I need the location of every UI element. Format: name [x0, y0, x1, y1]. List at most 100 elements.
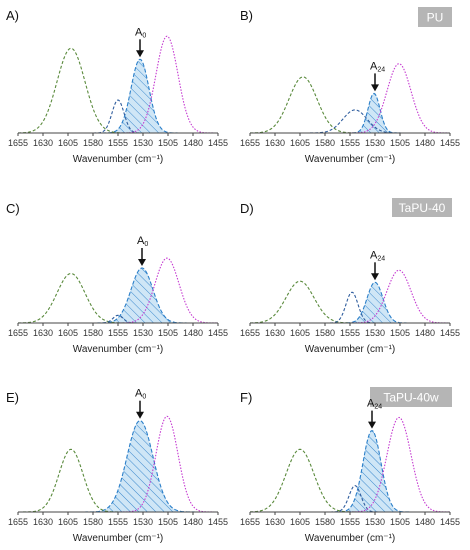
- x-tick-label: 1480: [415, 138, 435, 148]
- x-tick-label: 1480: [415, 517, 435, 527]
- panel-label: B): [240, 8, 253, 23]
- band-fill: [18, 420, 218, 512]
- band-fill: [250, 282, 450, 323]
- x-tick-label: 1480: [183, 138, 203, 148]
- band-curve-1550: [250, 109, 450, 134]
- x-tick-label: 1505: [158, 517, 178, 527]
- x-tick-label: 1455: [440, 328, 460, 338]
- badge-tapu40-label: TaPU-40: [399, 201, 446, 215]
- annotation-label: A24: [370, 249, 385, 262]
- annotation-label: A0: [135, 388, 146, 401]
- band-curve-1506: [18, 35, 218, 134]
- x-tick-label: 1505: [390, 138, 410, 148]
- band-curve-1531: [250, 92, 450, 134]
- band-fill: [18, 59, 218, 133]
- x-tick-label: 1505: [158, 328, 178, 338]
- panel-4: D) 1655 1630 1605 1580 1555 1530 1505 1480 1455 Wa…: [240, 201, 460, 355]
- annotation-arrowhead: [371, 273, 379, 281]
- band-curve-1506: [18, 257, 218, 324]
- panel-6: F) 1655 1630 1605 1580 1555 1530 1505 1480 1455 Wa…: [240, 390, 460, 544]
- x-tick-label: 1580: [315, 138, 335, 148]
- annotation-label: A0: [137, 235, 148, 248]
- x-tick-label: 1455: [208, 517, 228, 527]
- x-tick-label: 1455: [208, 328, 228, 338]
- x-tick-label: 1530: [365, 517, 385, 527]
- x-tick-label: 1630: [33, 328, 53, 338]
- x-tick-label: 1455: [208, 138, 228, 148]
- band-curve-1602: [249, 76, 450, 134]
- annotation-arrowhead: [368, 421, 376, 429]
- band-curve-1605: [249, 280, 450, 324]
- panel-1: A) 1655 1630 1605 1580 1555 1530 1505 1480 1455 Wa…: [6, 8, 228, 165]
- band-curve-1506: [250, 269, 450, 324]
- x-tick-label: 1605: [290, 517, 310, 527]
- band-curve-1533: [18, 58, 218, 134]
- x-tick-label: 1555: [108, 138, 128, 148]
- panel-2: B) 1655 1630 1605 1580 1555 1530 1505 1480 1455 Wa…: [240, 8, 460, 165]
- band-curve-1555: [18, 99, 218, 134]
- x-tick-label: 1630: [33, 517, 53, 527]
- x-axis-label: Wavenumber (cm⁻¹): [73, 344, 163, 355]
- annotation-arrowhead: [136, 50, 144, 58]
- x-tick-label: 1655: [8, 328, 28, 338]
- band-fill: [250, 430, 450, 512]
- x-tick-label: 1530: [365, 328, 385, 338]
- x-tick-label: 1605: [58, 138, 78, 148]
- x-tick-label: 1505: [390, 328, 410, 338]
- band-curve-1533: [250, 429, 450, 513]
- x-tick-label: 1605: [290, 328, 310, 338]
- annotation-arrowhead: [371, 84, 379, 92]
- x-axis-label: Wavenumber (cm⁻¹): [73, 533, 163, 544]
- badge-tapu40w-label: TaPU-40w: [383, 391, 439, 405]
- x-tick-label: 1630: [33, 138, 53, 148]
- x-tick-label: 1655: [8, 517, 28, 527]
- x-axis-label: Wavenumber (cm⁻¹): [73, 154, 163, 165]
- band-curve-1530: [250, 281, 450, 324]
- x-tick-label: 1580: [315, 328, 335, 338]
- band-curve-1506: [250, 63, 450, 134]
- x-tick-label: 1580: [83, 328, 103, 338]
- x-tick-label: 1480: [183, 517, 203, 527]
- x-tick-label: 1530: [133, 517, 153, 527]
- badge-pu: PU: [418, 7, 452, 27]
- x-tick-label: 1530: [133, 138, 153, 148]
- x-tick-label: 1605: [58, 328, 78, 338]
- panel-label: E): [6, 390, 19, 405]
- x-tick-label: 1555: [108, 517, 128, 527]
- x-tick-label: 1455: [440, 517, 460, 527]
- band-curve-1605: [249, 448, 450, 513]
- panel-label: A): [6, 8, 19, 23]
- band-curve-1602: [17, 47, 218, 134]
- band-curve-1506: [250, 416, 451, 513]
- x-tick-label: 1580: [315, 517, 335, 527]
- x-tick-label: 1480: [415, 328, 435, 338]
- panel-label: D): [240, 201, 254, 216]
- x-tick-label: 1505: [158, 138, 178, 148]
- x-tick-label: 1580: [83, 138, 103, 148]
- x-tick-label: 1580: [83, 517, 103, 527]
- x-tick-label: 1555: [108, 328, 128, 338]
- panel-3: C) 1655 1630 1605 1580 1555 1530 1505 1480 1455 Wa…: [6, 201, 228, 355]
- badge-pu-label: PU: [427, 11, 444, 25]
- annotation-arrowhead: [136, 411, 144, 419]
- x-tick-label: 1555: [340, 138, 360, 148]
- x-tick-label: 1555: [340, 328, 360, 338]
- x-tick-label: 1605: [290, 138, 310, 148]
- annotation-arrowhead: [138, 259, 146, 266]
- x-axis-label: Wavenumber (cm⁻¹): [305, 344, 395, 355]
- annotation-label: A0: [135, 26, 146, 39]
- band-fill: [250, 93, 450, 133]
- x-tick-label: 1655: [240, 328, 260, 338]
- x-tick-label: 1530: [365, 138, 385, 148]
- x-tick-label: 1530: [133, 328, 153, 338]
- panel-5: E) 1655 1630 1605 1580 1555 1530 1505 1480 1455 Wa…: [6, 388, 228, 544]
- x-tick-label: 1605: [58, 517, 78, 527]
- badge-tapu40w: TaPU-40w: [370, 387, 452, 407]
- panel-label: C): [6, 201, 20, 216]
- panel-label: F): [240, 390, 252, 405]
- badge-tapu40: TaPU-40: [392, 198, 452, 217]
- x-tick-label: 1505: [390, 517, 410, 527]
- x-axis-label: Wavenumber (cm⁻¹): [305, 533, 395, 544]
- x-tick-label: 1655: [8, 138, 28, 148]
